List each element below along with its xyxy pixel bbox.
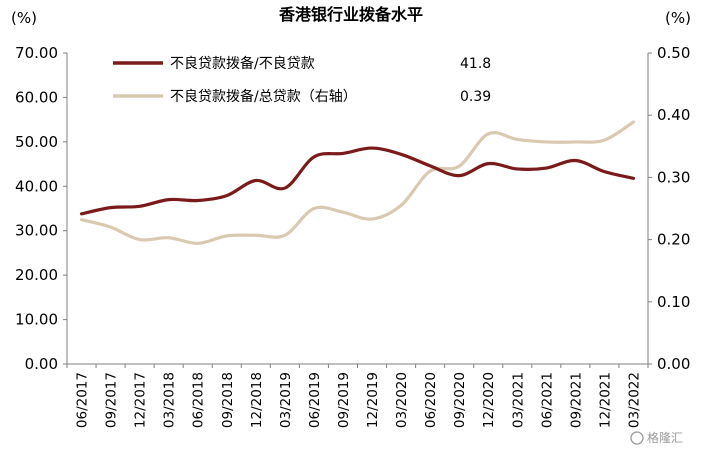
x-tick-label: 09/2019 — [336, 372, 352, 428]
series-line-loan-provision — [79, 120, 636, 245]
left-tick-label: 40.00 — [15, 177, 58, 195]
x-tick-label: 09/2020 — [452, 372, 468, 428]
x-tick-label: 09/2017 — [104, 372, 120, 428]
left-tick-label: 60.00 — [15, 88, 58, 106]
legend-value-npl-coverage: 41.8 — [460, 56, 491, 72]
x-tick-label: 09/2021 — [568, 372, 584, 428]
right-tick-label: 0.20 — [657, 231, 690, 249]
right-tick-label: 0.50 — [657, 44, 690, 62]
right-tick-label: 0.10 — [657, 293, 690, 311]
left-tick-label: 30.00 — [15, 222, 58, 240]
left-tick-label: 20.00 — [15, 266, 58, 284]
x-tick-label: 12/2018 — [249, 372, 265, 428]
series-line-npl-coverage — [79, 146, 636, 216]
right-axis-unit: (%) — [665, 9, 691, 27]
legend-label-loan-provision: 不良贷款拨备/总贷款（右轴） — [170, 88, 357, 105]
x-tick-label: 09/2018 — [220, 372, 236, 428]
right-tick-label: 0.30 — [657, 168, 690, 186]
x-tick-label: 06/2019 — [307, 372, 323, 428]
x-tick-label: 06/2018 — [191, 372, 207, 428]
watermark-text: 格隆汇 — [647, 430, 683, 445]
right-tick-label: 0.40 — [657, 106, 690, 124]
x-tick-label: 03/2020 — [394, 372, 410, 428]
x-tick-label: 06/2020 — [423, 372, 439, 428]
right-tick-label: 0.00 — [657, 355, 690, 373]
x-tick-label: 12/2021 — [597, 372, 613, 428]
left-tick-label: 50.00 — [15, 133, 58, 151]
series — [79, 120, 636, 245]
x-tick-label: 03/2019 — [278, 372, 294, 428]
chart-title: 香港银行业拨备水平 — [278, 5, 423, 24]
x-tick-label: 03/2021 — [510, 372, 526, 428]
axes: 0.00 10.00 20.00 30.00 40.00 50.00 60.00 70.00 0… — [15, 44, 690, 428]
x-tick-label: 12/2020 — [481, 372, 497, 428]
legend-label-npl-coverage: 不良贷款拨备/不良贷款 — [170, 55, 315, 72]
watermark-logo-icon — [630, 431, 644, 445]
watermark: 格隆汇 — [630, 430, 683, 445]
left-tick-label: 70.00 — [15, 44, 58, 62]
x-tick-label: 12/2019 — [365, 372, 381, 428]
legend-value-loan-provision: 0.39 — [460, 89, 491, 105]
x-tick-label: 12/2017 — [133, 372, 149, 428]
legend: 不良贷款拨备/不良贷款 41.8 不良贷款拨备/总贷款（右轴） 0.39 — [113, 55, 491, 105]
left-axis-unit: (%) — [11, 9, 37, 27]
x-tick-label: 06/2017 — [75, 372, 91, 428]
left-tick-label: 10.00 — [15, 311, 58, 329]
x-tick-label: 03/2018 — [162, 372, 178, 428]
left-tick-label: 0.00 — [25, 355, 58, 373]
x-tick-label: 06/2021 — [539, 372, 555, 428]
x-tick-label: 03/2022 — [626, 372, 642, 428]
